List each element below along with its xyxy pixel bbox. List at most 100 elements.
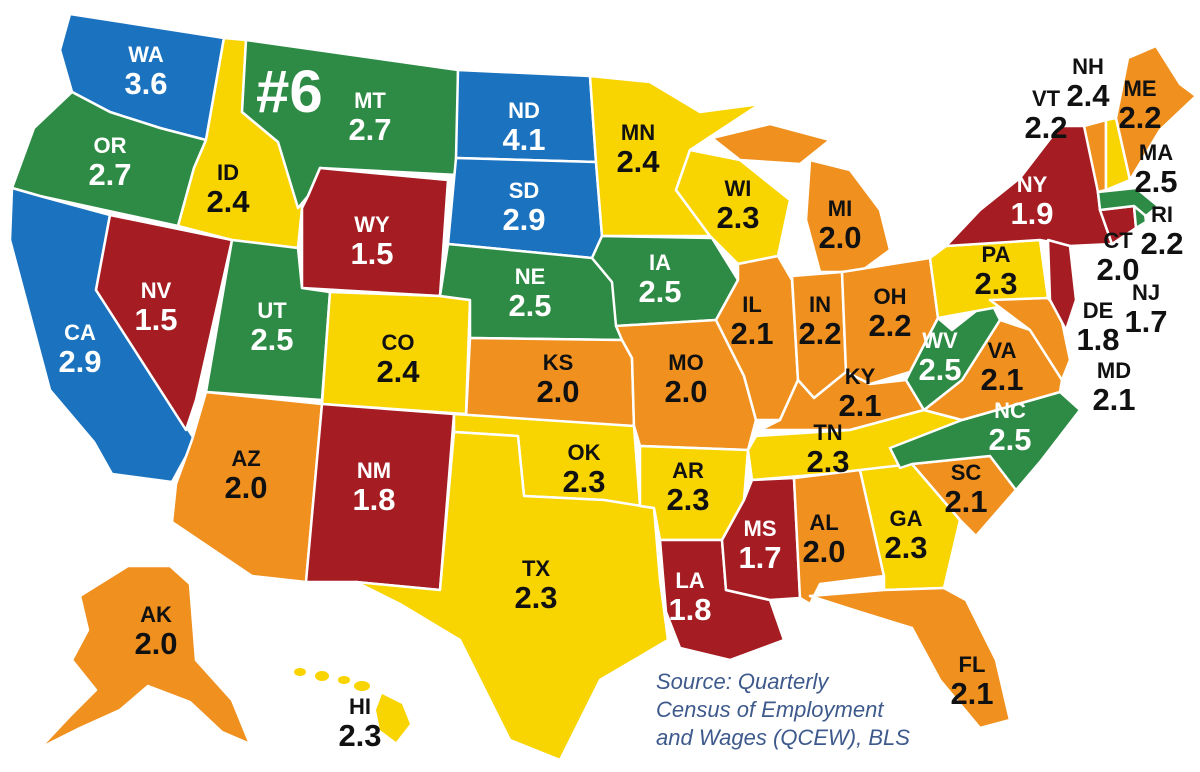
svg-text:2.0: 2.0 — [1096, 252, 1139, 287]
svg-text:2.0: 2.0 — [536, 374, 579, 409]
svg-text:2.1: 2.1 — [730, 316, 773, 351]
svg-text:2.2: 2.2 — [798, 316, 841, 351]
svg-text:2.4: 2.4 — [376, 354, 420, 389]
svg-text:2.3: 2.3 — [666, 482, 709, 517]
svg-text:NY: NY — [1017, 172, 1048, 197]
svg-text:GA: GA — [890, 506, 923, 531]
svg-text:SD: SD — [509, 178, 540, 203]
rank-badge: #6 — [256, 58, 323, 125]
label-al: AL2.0 — [802, 510, 845, 569]
state-shape-ak[interactable] — [38, 564, 252, 750]
svg-text:2.5: 2.5 — [508, 288, 551, 323]
label-nm: NM1.8 — [352, 458, 395, 517]
svg-text:NV: NV — [141, 278, 172, 303]
source-line-3: and Wages (QCEW), BLS — [656, 725, 910, 750]
svg-text:2.4: 2.4 — [206, 184, 250, 219]
svg-text:2.2: 2.2 — [1140, 226, 1183, 261]
label-ks: KS2.0 — [536, 350, 579, 409]
label-ct: CT2.0 — [1096, 228, 1139, 287]
svg-text:1.8: 1.8 — [352, 482, 395, 517]
label-or: OR2.7 — [88, 133, 131, 192]
svg-text:MT: MT — [354, 88, 386, 113]
label-nh: NH2.4 — [1066, 54, 1110, 113]
svg-text:CT: CT — [1103, 228, 1133, 253]
svg-text:KY: KY — [845, 364, 876, 389]
source-note: Source: Quarterly Census of Employment a… — [656, 668, 956, 752]
svg-text:MA: MA — [1139, 140, 1173, 165]
svg-text:2.0: 2.0 — [818, 220, 861, 255]
label-ne: NE2.5 — [508, 264, 551, 323]
label-va: VA2.1 — [980, 338, 1023, 397]
svg-text:CO: CO — [382, 330, 415, 355]
source-line-2: Census of Employment — [656, 697, 884, 722]
svg-text:4.1: 4.1 — [502, 122, 545, 157]
label-nj: NJ1.7 — [1124, 280, 1167, 339]
svg-text:2.1: 2.1 — [980, 362, 1023, 397]
state-shape-mi-up[interactable] — [710, 122, 832, 166]
state-shape-tx[interactable] — [354, 430, 670, 762]
svg-text:2.5: 2.5 — [250, 322, 293, 357]
svg-text:2.7: 2.7 — [88, 157, 131, 192]
svg-text:2.7: 2.7 — [348, 112, 391, 147]
svg-text:1.5: 1.5 — [350, 236, 393, 271]
label-mt: MT2.7 — [348, 88, 391, 147]
label-ia: IA2.5 — [638, 250, 681, 309]
svg-text:2.4: 2.4 — [1066, 78, 1110, 113]
label-ak: AK2.0 — [134, 602, 177, 661]
label-vt: VT2.2 — [1024, 86, 1067, 145]
svg-text:2.5: 2.5 — [918, 352, 961, 387]
label-hi: HI2.3 — [338, 694, 381, 753]
state-shape-il[interactable] — [714, 254, 800, 422]
state-shape-ca[interactable] — [8, 186, 197, 484]
label-tx: TX2.3 — [514, 556, 557, 615]
svg-text:2.5: 2.5 — [1134, 164, 1177, 199]
svg-text:2.3: 2.3 — [338, 718, 381, 753]
svg-text:ND: ND — [508, 98, 540, 123]
svg-text:IL: IL — [742, 292, 762, 317]
state-shape-nj[interactable] — [1046, 238, 1078, 332]
svg-text:1.8: 1.8 — [1076, 322, 1119, 357]
label-ut: UT2.5 — [250, 298, 293, 357]
label-ca: CA2.9 — [58, 320, 101, 379]
label-ms: MS1.7 — [738, 516, 781, 575]
svg-text:2.3: 2.3 — [884, 530, 927, 565]
svg-text:DE: DE — [1083, 298, 1114, 323]
svg-text:AZ: AZ — [231, 446, 260, 471]
state-shape-fl[interactable] — [808, 586, 1012, 730]
svg-text:2.9: 2.9 — [58, 344, 101, 379]
label-md: MD2.1 — [1092, 358, 1135, 417]
svg-text:VT: VT — [1032, 86, 1061, 111]
svg-text:MD: MD — [1097, 358, 1131, 383]
svg-text:2.2: 2.2 — [1118, 100, 1161, 135]
state-shape-mi[interactable] — [804, 158, 892, 274]
label-pa: PA2.3 — [974, 242, 1017, 301]
svg-text:WI: WI — [725, 176, 752, 201]
label-wy: WY1.5 — [350, 212, 393, 271]
svg-text:VA: VA — [988, 338, 1017, 363]
svg-text:NJ: NJ — [1132, 280, 1160, 305]
label-ky: KY2.1 — [838, 364, 881, 423]
svg-text:NE: NE — [515, 264, 546, 289]
label-nv: NV1.5 — [134, 278, 177, 337]
label-ar: AR2.3 — [666, 458, 709, 517]
svg-text:2.3: 2.3 — [974, 266, 1017, 301]
svg-text:2.2: 2.2 — [1024, 110, 1067, 145]
state-shape-me[interactable] — [1114, 44, 1198, 182]
state-shape-ma[interactable] — [1096, 186, 1160, 218]
label-ri: RI2.2 — [1140, 202, 1183, 261]
svg-text:SC: SC — [951, 460, 982, 485]
label-ma: MA2.5 — [1134, 140, 1177, 199]
svg-text:1.5: 1.5 — [134, 302, 177, 337]
state-shape-wi[interactable] — [674, 148, 792, 266]
label-wv: WV2.5 — [918, 328, 961, 387]
svg-text:OK: OK — [568, 440, 601, 465]
svg-text:AL: AL — [809, 510, 838, 535]
state-shape-hi[interactable] — [294, 668, 410, 742]
svg-text:2.0: 2.0 — [664, 374, 707, 409]
svg-text:NH: NH — [1072, 54, 1104, 79]
svg-text:2.1: 2.1 — [950, 676, 993, 711]
svg-text:2.3: 2.3 — [514, 580, 557, 615]
label-wi: WI2.3 — [716, 176, 759, 235]
label-la: LA1.8 — [668, 568, 711, 627]
